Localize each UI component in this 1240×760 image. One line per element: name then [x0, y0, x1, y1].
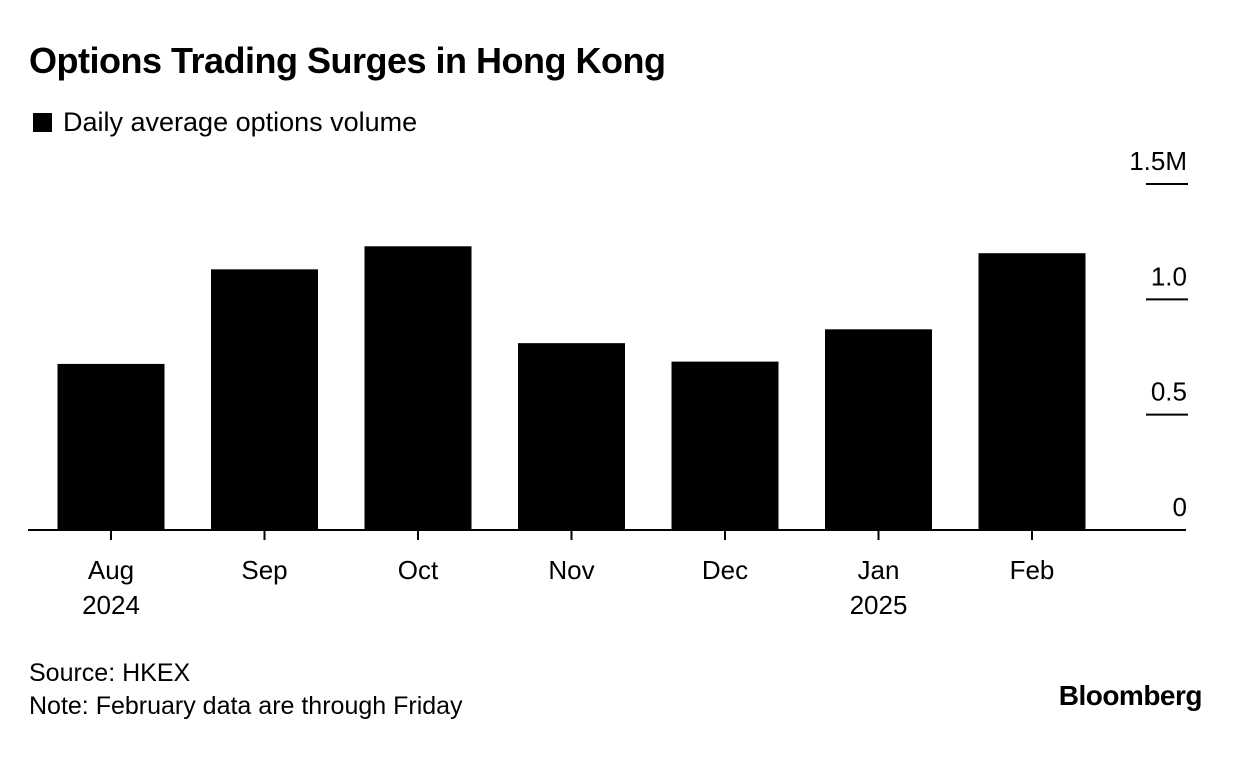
y-tick-label: 0.5	[1151, 377, 1187, 407]
bar-sep	[211, 269, 318, 530]
legend-label: Daily average options volume	[63, 106, 418, 137]
bar-dec	[671, 361, 779, 530]
footnote: Note: February data are through Friday	[29, 692, 463, 720]
bloomberg-logo: Bloomberg	[1058, 680, 1203, 711]
legend: Daily average options volume	[33, 106, 417, 138]
legend-swatch-icon	[33, 112, 52, 132]
source-note: Source: HKEX	[29, 659, 191, 687]
footer: Source: HKEX Note: February data are thr…	[29, 657, 463, 723]
bar-aug	[57, 363, 165, 530]
x-tick-label: Oct	[398, 555, 439, 585]
x-tick-label: Nov	[548, 555, 594, 585]
x-year-label: 2024	[82, 590, 140, 620]
y-tick-label: 1.5M	[1129, 146, 1187, 176]
y-tick-label: 1.0	[1151, 261, 1187, 291]
x-tick-label: Dec	[702, 555, 748, 585]
bar-oct	[364, 246, 472, 530]
x-year-label: 2025	[850, 590, 908, 620]
bar-feb	[978, 253, 1086, 530]
bar-jan	[825, 329, 932, 530]
x-tick-label: Aug	[88, 555, 134, 585]
bar-nov	[518, 343, 625, 530]
chart-title: Options Trading Surges in Hong Kong	[29, 40, 666, 81]
y-tick-label: 0	[1173, 492, 1187, 522]
x-tick-label: Jan	[858, 555, 900, 585]
x-tick-label: Feb	[1010, 555, 1055, 585]
x-tick-label: Sep	[241, 555, 287, 585]
